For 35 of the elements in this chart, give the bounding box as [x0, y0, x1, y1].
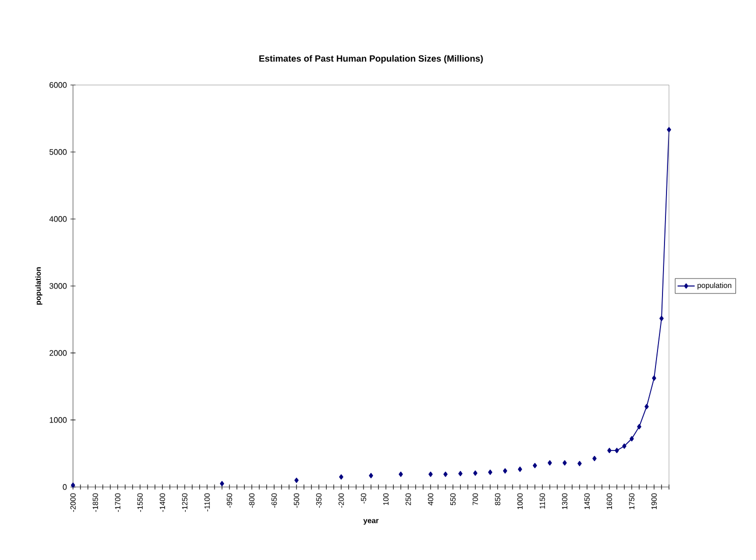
point	[502, 468, 508, 474]
point	[488, 470, 492, 475]
y-tick-label: 2000	[50, 350, 67, 356]
point	[607, 448, 612, 454]
point	[428, 472, 433, 477]
y-tick-label: 5000	[49, 149, 67, 155]
chart-title: Estimates of Past Human Population Sizes (Millions)	[259, 55, 483, 64]
point	[339, 474, 344, 480]
point	[592, 456, 597, 462]
point	[637, 424, 642, 430]
point	[70, 482, 76, 488]
point	[666, 127, 672, 132]
y-tick-label: 0	[62, 484, 67, 490]
point	[294, 478, 299, 483]
point	[398, 472, 403, 477]
point	[220, 480, 224, 486]
point	[458, 470, 462, 476]
point	[532, 462, 537, 468]
point	[577, 460, 582, 466]
point	[652, 375, 656, 381]
point	[622, 443, 626, 449]
point	[630, 436, 634, 442]
point	[443, 472, 448, 477]
point	[518, 466, 522, 472]
point	[548, 460, 552, 466]
y-tick-label: 3000	[49, 283, 67, 289]
y-tick-label: 6000	[50, 82, 67, 88]
point	[473, 470, 478, 476]
y-tick-label: 1000	[50, 417, 67, 423]
point	[644, 404, 649, 410]
point	[614, 448, 619, 454]
point	[368, 472, 374, 478]
y-tick-label: 4000	[49, 216, 67, 222]
point	[562, 460, 567, 466]
point	[659, 316, 664, 322]
